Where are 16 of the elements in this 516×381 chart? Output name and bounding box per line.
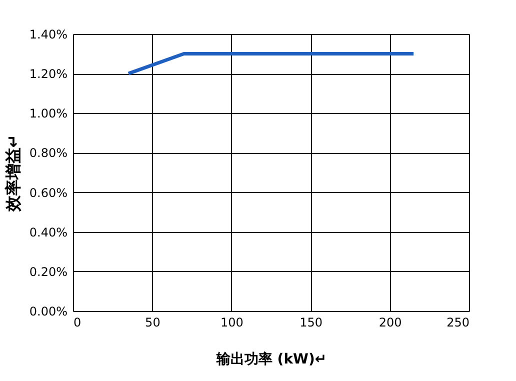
x-tick-label: 150	[300, 316, 323, 330]
y-tick-label: 0.40%	[29, 225, 68, 240]
y-axis-title: 效率增益↵	[3, 134, 22, 213]
y-tick-label: 1.40%	[29, 28, 68, 42]
y-tick-label: 0.20%	[29, 264, 68, 279]
x-tick-label: 50	[145, 316, 160, 330]
y-tick-label: 1.20%	[29, 67, 68, 82]
x-tick-label: 250	[446, 316, 470, 330]
x-axis-title: 输出功率 (kW)↵	[215, 350, 327, 368]
y-tick-label: 0.60%	[29, 186, 68, 200]
x-tick-label: 100	[220, 316, 244, 330]
y-tick-label: 1.00%	[29, 106, 68, 121]
y-tick-label: 0.00%	[29, 304, 68, 318]
x-tick-label: 0	[74, 316, 82, 330]
y-tick-label: 0.80%	[29, 146, 68, 160]
x-tick-label: 200	[378, 316, 402, 330]
